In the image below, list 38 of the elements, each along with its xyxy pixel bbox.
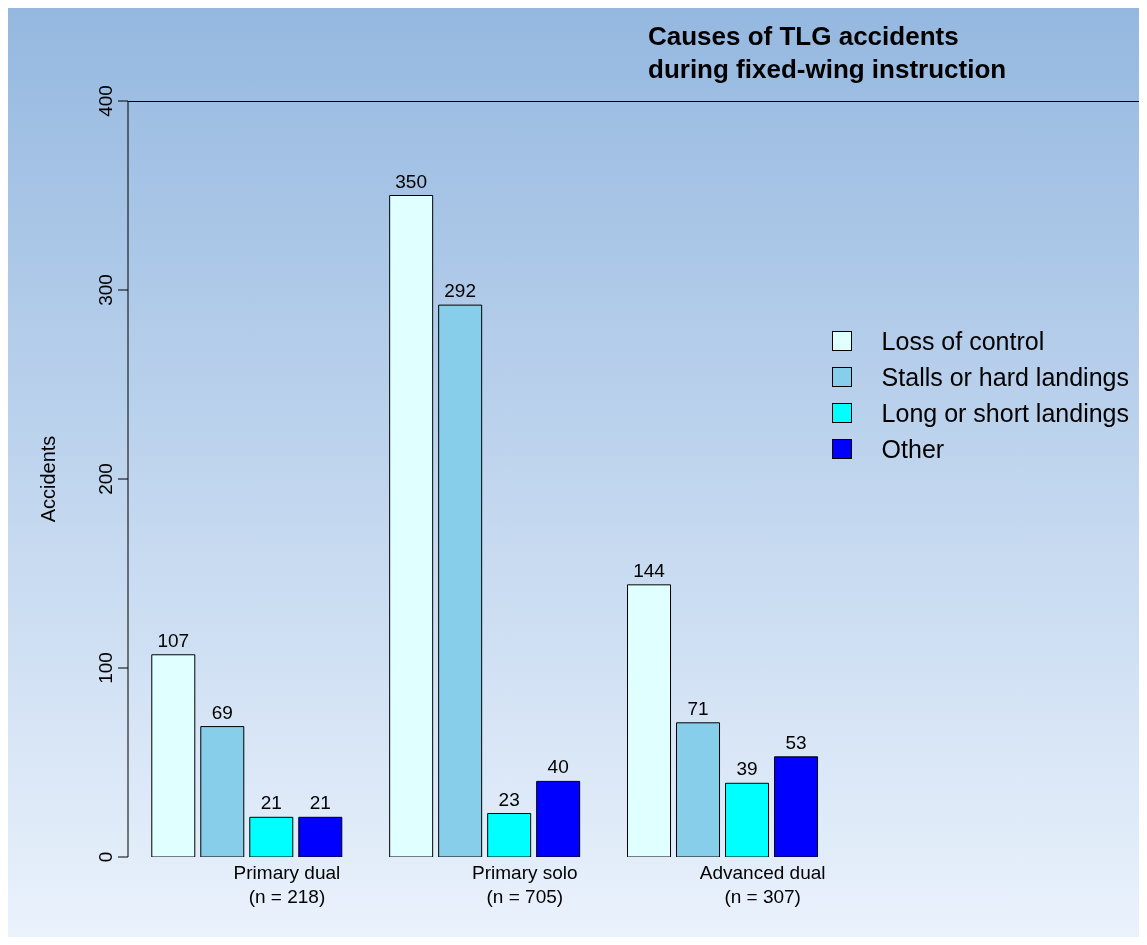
bar: [774, 756, 819, 857]
data-label: 39: [736, 758, 758, 780]
bar: [627, 584, 672, 857]
data-label: 350: [395, 170, 428, 192]
x-tick-label: Primary solo (n = 705): [472, 862, 578, 907]
y-tick-label: 300: [95, 274, 116, 306]
bar: [676, 722, 721, 857]
data-label: 107: [157, 629, 190, 651]
bar: [389, 195, 434, 857]
data-label: 292: [444, 280, 477, 302]
legend-label: Stalls or hard landings: [881, 362, 1129, 392]
bar: [725, 782, 770, 857]
legend-label: Loss of control: [881, 326, 1045, 356]
y-tick-label: 200: [95, 463, 116, 495]
data-label: 21: [309, 792, 331, 814]
legend-label: Long or short landings: [881, 398, 1129, 428]
chart-title: Causes of TLG accidents during fixed-wing instruction: [648, 20, 1007, 86]
x-tick-label: Advanced dual (n = 307): [699, 862, 826, 907]
data-label: 21: [260, 792, 282, 814]
x-tick-label: Primary dual (n = 218): [233, 862, 341, 907]
y-axis-title: Accidents: [37, 435, 60, 523]
y-tick-label: 100: [95, 652, 116, 684]
data-label: 69: [211, 701, 233, 723]
bar: [200, 726, 245, 857]
bar: [151, 654, 196, 857]
bar: [487, 813, 532, 857]
bar: [249, 816, 294, 857]
y-tick-label: 400: [95, 85, 116, 117]
bar: [438, 304, 483, 857]
bar: [536, 780, 581, 857]
data-label: 23: [498, 788, 520, 810]
y-tick-label: 0: [95, 851, 116, 863]
data-label: 53: [785, 731, 807, 753]
data-label: 71: [687, 697, 709, 719]
legend-label: Other: [881, 434, 945, 464]
bar: [298, 816, 343, 857]
data-label: 40: [547, 756, 569, 778]
data-label: 144: [633, 559, 666, 581]
